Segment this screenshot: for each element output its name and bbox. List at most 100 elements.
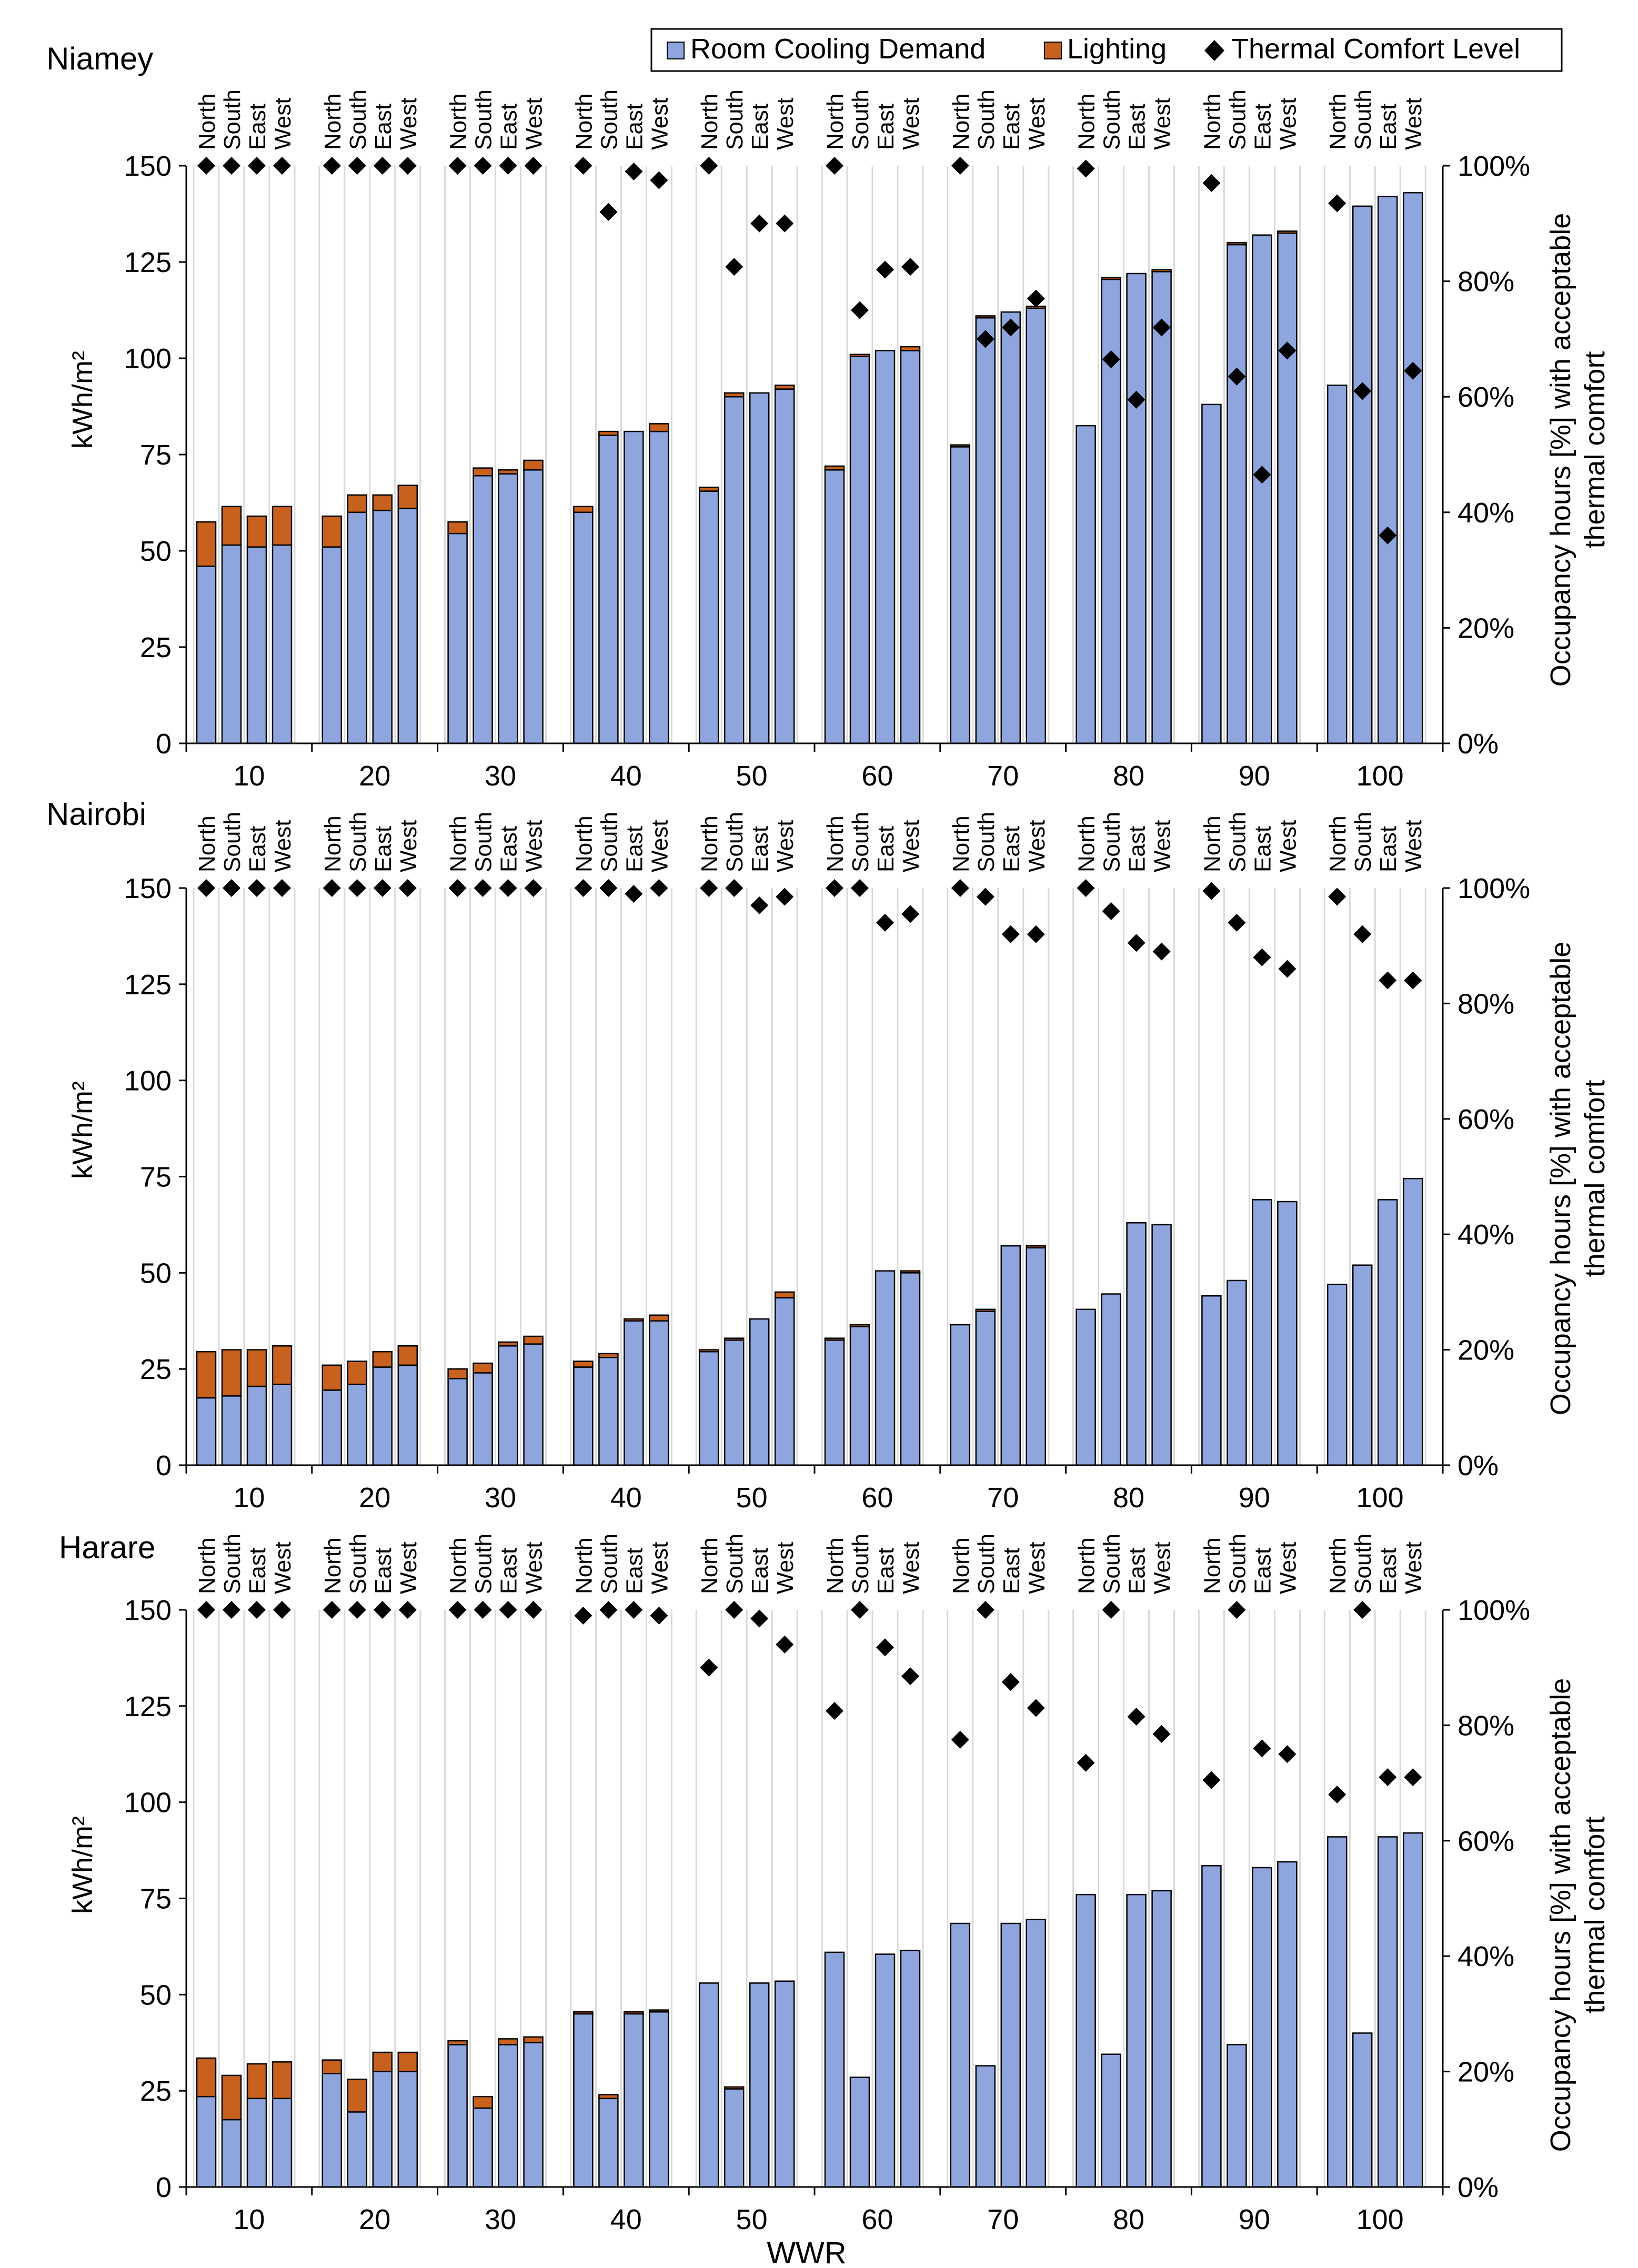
orientation-label: North <box>1199 93 1225 150</box>
lighting-bar <box>246 1349 267 1387</box>
lighting-bar <box>397 1345 418 1366</box>
orientation-label: East <box>621 1548 647 1594</box>
cooling-demand-bar <box>321 1389 343 1466</box>
orientation-label: South <box>1099 89 1125 150</box>
comfort-marker <box>1102 1601 1120 1619</box>
comfort-marker <box>248 879 266 897</box>
comfort-marker <box>1102 350 1120 368</box>
orientation-label: South <box>219 1534 245 1594</box>
left-y-tick-label: 100 <box>124 1787 172 1819</box>
cooling-demand-bar <box>749 1318 770 1466</box>
cooling-demand-bar <box>221 1395 242 1466</box>
orientation-label: North <box>1074 815 1100 872</box>
right-y-axis-title-line2: thermal comfort <box>1579 351 1611 548</box>
comfort-marker <box>876 260 894 279</box>
comfort-marker <box>398 1601 417 1619</box>
orientation-label: South <box>345 89 371 150</box>
comfort-marker <box>448 879 467 897</box>
lighting-bar <box>900 1270 921 1274</box>
cooling-demand-bar <box>900 1272 921 1466</box>
cooling-demand-bar <box>849 1326 870 1466</box>
comfort-marker <box>901 1667 919 1686</box>
comfort-marker <box>1278 960 1297 978</box>
cooling-demand-bar <box>196 1397 217 1466</box>
legend-comfort-marker <box>1204 40 1224 61</box>
right-y-tick-label: 60% <box>1458 1826 1514 1857</box>
lighting-bar <box>447 521 468 535</box>
cooling-demand-bar <box>1227 1279 1247 1466</box>
comfort-marker <box>650 879 668 897</box>
right-y-tick-label: 20% <box>1458 2057 1514 2088</box>
comfort-marker <box>1077 159 1095 178</box>
x-tick-label: 100 <box>1356 2204 1404 2235</box>
cooling-demand-bar <box>1000 311 1021 744</box>
comfort-marker <box>574 157 592 175</box>
legend-cooling-label: Room Cooling Demand <box>690 33 986 65</box>
cooling-demand-bar <box>598 1356 619 1466</box>
cooling-demand-bar <box>950 1324 971 1466</box>
orientation-label: West <box>1275 820 1301 872</box>
comfort-marker <box>1001 1673 1020 1691</box>
cooling-demand-bar <box>723 2088 745 2188</box>
cooling-demand-bar <box>1402 1177 1423 1466</box>
x-tick-label: 70 <box>987 1482 1019 1514</box>
x-tick-label: 80 <box>1113 2204 1144 2235</box>
lighting-bar <box>649 1314 669 1322</box>
x-tick-label: 90 <box>1239 760 1270 792</box>
cooling-demand-bar <box>598 435 619 744</box>
lighting-bar <box>498 2038 518 2045</box>
cooling-demand-bar <box>272 1384 293 1466</box>
cooling-demand-bar <box>824 1339 845 1466</box>
orientation-label: South <box>848 89 873 150</box>
orientation-label: East <box>1124 104 1150 150</box>
panel-bars <box>196 1177 1423 1466</box>
cooling-demand-bar <box>523 1343 544 1466</box>
lighting-bar <box>372 2051 393 2072</box>
cooling-demand-bar <box>1352 205 1373 744</box>
comfort-marker <box>725 1601 743 1619</box>
cooling-demand-bar <box>1126 273 1147 744</box>
left-y-tick-label: 75 <box>140 1883 172 1915</box>
orientation-label: East <box>873 826 899 872</box>
panel-title: Harare <box>59 1530 155 1565</box>
comfort-marker <box>1253 948 1271 966</box>
legend-frame <box>650 28 1563 72</box>
cooling-demand-bar <box>698 490 719 744</box>
comfort-marker <box>1328 888 1346 906</box>
cooling-demand-bar <box>649 2011 669 2188</box>
cooling-demand-bar <box>523 469 544 744</box>
left-y-tick-label: 150 <box>124 873 172 904</box>
cooling-demand-bar <box>975 317 996 744</box>
lighting-bar <box>723 1337 745 1341</box>
right-y-axis-title-line2: thermal comfort <box>1579 1816 1611 2013</box>
cooling-demand-bar <box>397 1364 418 1466</box>
comfort-marker <box>248 157 266 175</box>
left-y-axis-title: kWh/m² <box>67 1081 98 1179</box>
cooling-demand-bar <box>272 544 293 744</box>
orientation-label: North <box>1325 93 1351 150</box>
lighting-bar <box>950 444 971 448</box>
orientation-label: South <box>1350 89 1376 150</box>
orientation-label: North <box>194 93 220 150</box>
comfort-marker <box>1253 466 1271 484</box>
lighting-bar <box>473 1362 493 1374</box>
comfort-marker <box>625 1601 643 1619</box>
comfort-marker <box>323 1601 341 1619</box>
cooling-demand-bar <box>1101 1293 1121 1466</box>
right-y-tick-label: 20% <box>1458 1335 1514 1366</box>
cooling-demand-bar <box>824 1951 845 2188</box>
orientation-label: North <box>1199 815 1225 872</box>
cooling-demand-bar <box>1252 1867 1272 2188</box>
right-y-tick-label: 20% <box>1458 612 1514 644</box>
cooling-demand-bar <box>447 1378 468 1466</box>
cooling-demand-bar <box>447 532 468 744</box>
lighting-bar <box>246 515 267 548</box>
comfort-marker <box>223 1601 240 1619</box>
comfort-marker <box>700 1658 718 1677</box>
comfort-marker <box>398 157 417 175</box>
cooling-demand-bar <box>1201 1865 1222 2188</box>
lighting-bar <box>321 1364 343 1391</box>
panel-left-y-axis: 0 25 50 75 100 125 150 <box>124 873 187 1481</box>
cooling-demand-bar <box>774 1980 795 2188</box>
panel-right-y-axis: 0% 20% 40% 60% 80% 100% <box>1442 873 1530 1481</box>
